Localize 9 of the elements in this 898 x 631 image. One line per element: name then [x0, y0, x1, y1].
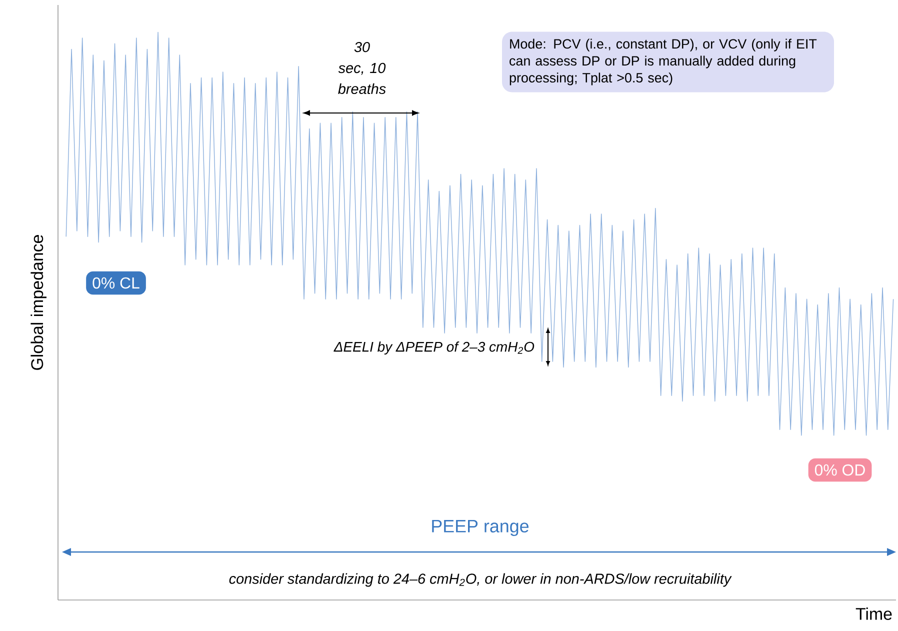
- annotation: ΔEELI by ΔPEEP of 2–3 cmH$_{2}$O: [334, 341, 534, 354]
- x-axis-title: Time: [856, 608, 892, 620]
- annotation: 30 sec, 10 breaths: [338, 42, 386, 94]
- annotation: 0% CL: [92, 277, 140, 289]
- y-axis-title: Global impedance: [30, 235, 46, 370]
- annotation: Mode: PCV (i.e., constant DP), or VCV (only if EIT can assess DP or DP is manually added during processing; Tplat >0.5 sec): [510, 38, 817, 86]
- annotation: 0% OD: [814, 464, 865, 476]
- annotation: consider standardizing to 24–6 cmH$_{2}$O, or lower in non-ARDS/low recruitability: [229, 573, 732, 587]
- annotation: PEEP range: [432, 520, 529, 536]
